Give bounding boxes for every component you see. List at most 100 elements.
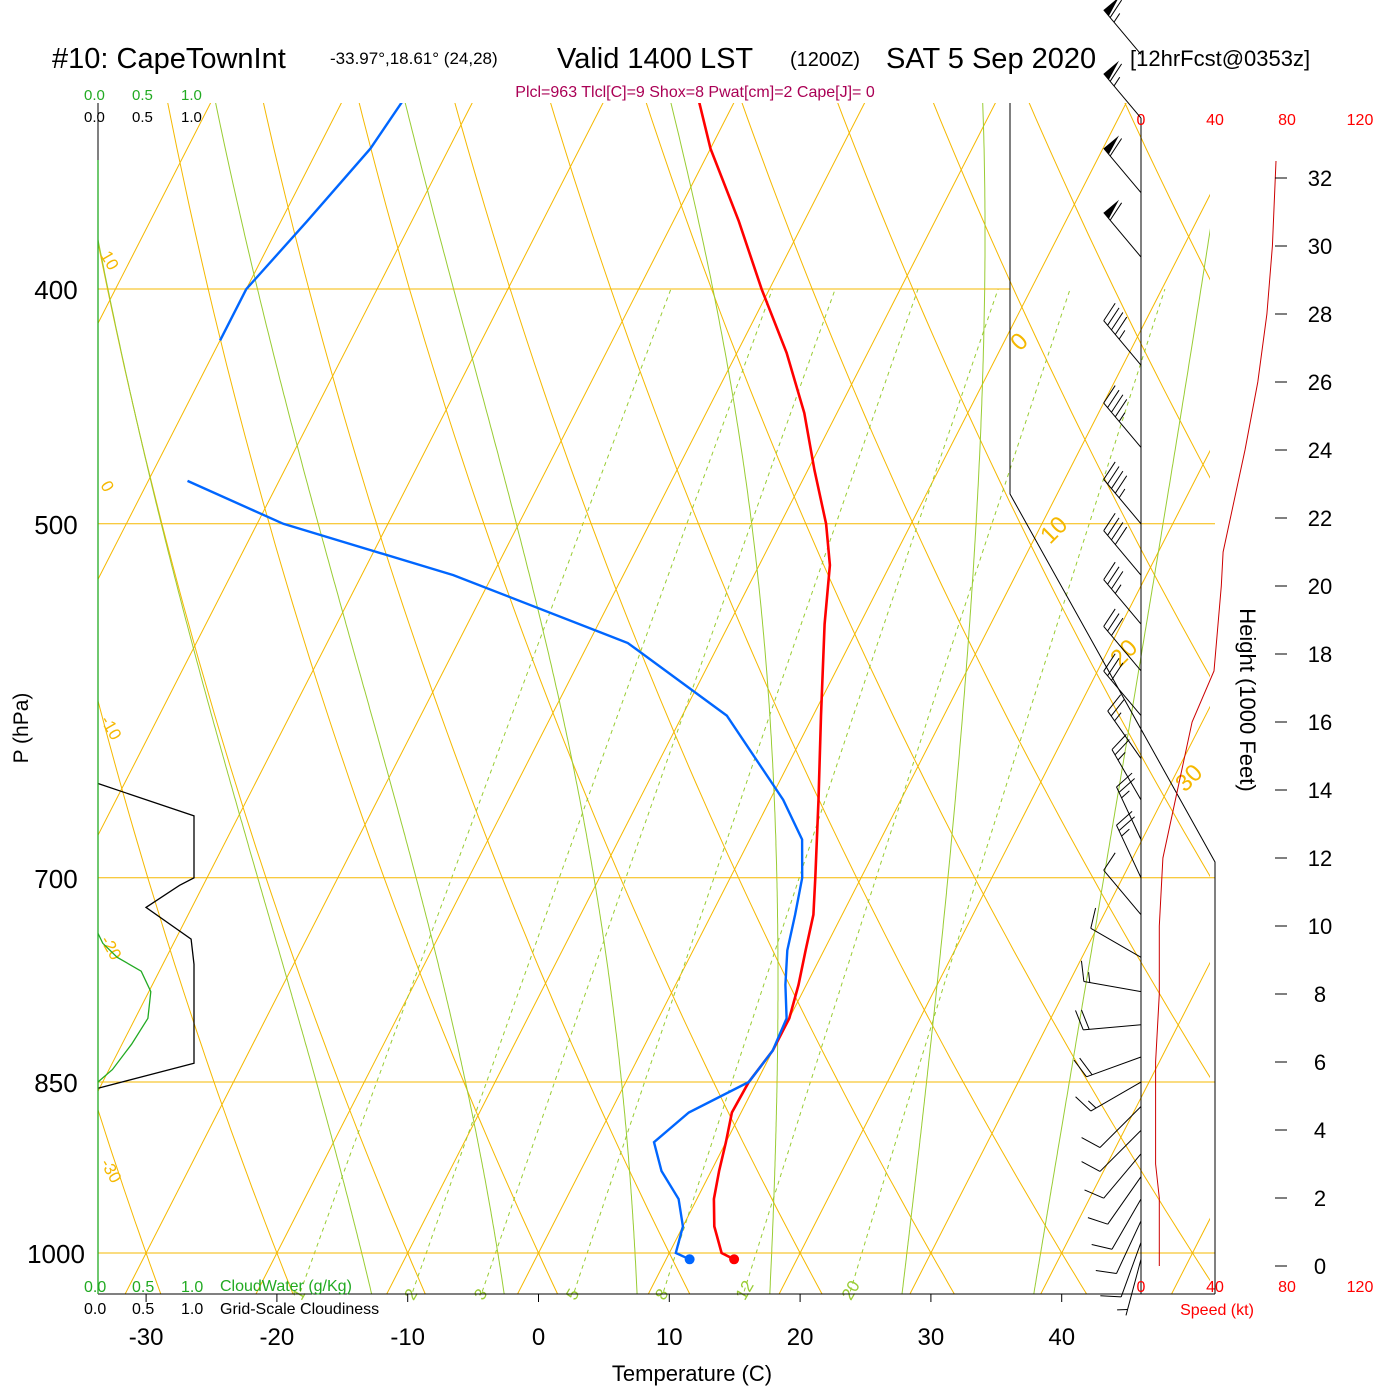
wind-barb-half: [1118, 330, 1126, 340]
speed-tick-label-bottom: 40: [1206, 1279, 1224, 1296]
height-tick-label: 30: [1308, 234, 1332, 259]
wind-barb-staff: [1090, 927, 1142, 958]
wind-barb-staff: [1103, 402, 1142, 448]
isotherm-line: [516, 103, 1127, 1294]
wind-speed-line: [1155, 160, 1277, 1266]
wind-barb: [1103, 461, 1142, 525]
temperature-tick-label: -10: [390, 1324, 425, 1351]
cloudwater-bottom-tick-0: 0.0: [84, 1279, 106, 1296]
wind-barb-half: [1118, 488, 1126, 499]
speed-tick-label-top: 120: [1347, 112, 1374, 129]
wind-barb-staff: [1083, 1024, 1142, 1031]
speed-axis-title: Speed (kt): [1180, 1302, 1254, 1319]
mixing-ratio-line: [848, 288, 1166, 1294]
wind-barb: [1103, 60, 1142, 119]
wind-barb-full: [1100, 1295, 1122, 1298]
height-tick-label: 8: [1314, 982, 1326, 1007]
isotherm-line: [0, 0, 259, 1314]
mixing-ratio-line: [411, 288, 773, 1294]
wind-barb-full: [1116, 772, 1133, 788]
wind-barb-staff: [1086, 1056, 1142, 1078]
cloudwater-top-tick-0: 0.0: [84, 87, 105, 104]
sounding-indices: Plcl=963 Tlcl[C]=9 Shox=8 Pwat[cm]=2 Cap…: [515, 84, 875, 101]
surface-dewpoint-dot: [684, 1254, 695, 1265]
height-tick-label: 22: [1308, 506, 1332, 531]
isotherm-right-label: 10: [1035, 511, 1073, 549]
speed-tick-label-bottom: 0: [1137, 1279, 1146, 1296]
cloudiness-bottom-tick-1: 0.5: [132, 1301, 154, 1318]
dry-adiabat-line: [98, 698, 294, 1294]
wind-barb: [1100, 1242, 1142, 1298]
isotherm-line: [0, 0, 129, 1314]
cloud-axis-top: 0.0 0.5 1.0 0.0 0.5 1.0: [84, 87, 202, 126]
wind-barb-staff: [1116, 825, 1142, 878]
wind-barb-full: [1107, 613, 1120, 632]
isotherm-left-label: -10: [97, 713, 126, 744]
forecast-date: SAT 5 Sep 2020: [886, 43, 1096, 75]
wind-panel: 0040408080120120024681012141618202224262…: [1073, 0, 1374, 1316]
mixing-ratio-line: [662, 288, 999, 1294]
wind-barb: [1111, 734, 1142, 801]
dry-adiabat-line: [550, 103, 1088, 1294]
wind-barb-full: [1116, 810, 1133, 826]
height-tick-label: 18: [1308, 642, 1332, 667]
wind-barb-full: [1095, 1270, 1117, 1275]
pressure-tick-label: 1000: [27, 1239, 85, 1269]
wind-barb: [1116, 772, 1142, 840]
wind-barb: [1095, 1220, 1142, 1275]
wind-barb-staff: [1103, 579, 1142, 625]
wind-barb-full: [1110, 699, 1125, 717]
wind-barb-full: [1114, 399, 1128, 418]
wind-barb-full: [1073, 1059, 1087, 1078]
wind-barb-full: [1107, 566, 1120, 585]
wind-barb-full: [1079, 1057, 1093, 1076]
isotherm-left-label: -30: [97, 1156, 126, 1187]
cloudiness-legend-label: Grid-Scale Cloudiness: [220, 1301, 379, 1318]
wind-barb-staff: [1103, 147, 1142, 194]
wind-barb-staff: [1103, 212, 1142, 258]
wind-barb-staff: [1099, 1106, 1142, 1148]
wind-barb: [1103, 135, 1142, 194]
moist-adiabat-line: [215, 103, 505, 1294]
height-tick-label: 10: [1308, 914, 1332, 939]
wind-barb-half: [1118, 412, 1126, 422]
isotherm-left-label: 0: [97, 478, 118, 496]
wind-barb-full: [1103, 852, 1116, 871]
dry-adiabat-line: [1153, 0, 1400, 1314]
isotherm-right-label: 0: [1005, 328, 1034, 357]
isotherm-line: [98, 103, 473, 837]
pressure-tick-label: 700: [34, 864, 77, 894]
wind-barb-staff: [1107, 710, 1142, 759]
pressure-tick-label: 400: [34, 275, 77, 305]
wind-barb: [1075, 1009, 1142, 1031]
wind-barb-full: [1114, 739, 1130, 756]
wind-barb-full: [1114, 526, 1128, 545]
cloud-axis-bottom: 0.0 0.5 1.0 CloudWater (g/Kg) 0.0 0.5 1.…: [84, 1278, 379, 1318]
moist-adiabat-line: [1033, 228, 1210, 1294]
height-tick-label: 6: [1314, 1050, 1326, 1075]
pressure-tick-label: 850: [34, 1068, 77, 1098]
wind-barb-staff: [1083, 981, 1142, 993]
cloudiness-line: [97, 782, 195, 1089]
wind-barb-full: [1081, 1137, 1101, 1148]
wind-barb: [1117, 1259, 1142, 1316]
wind-barb: [1103, 199, 1142, 258]
cloudwater-top-tick-1: 0.5: [132, 87, 153, 104]
temperature-tick-label: -30: [129, 1324, 164, 1351]
wind-barb-full: [1109, 202, 1123, 221]
cloudwater-legend-label: CloudWater (g/Kg): [220, 1278, 352, 1295]
wind-barb-full: [1103, 653, 1116, 672]
wind-barb-full: [1111, 312, 1124, 331]
dry-adiabat-line: [741, 103, 1210, 1079]
wind-barb: [1084, 1153, 1142, 1199]
isotherm-line: [909, 705, 1210, 1294]
cloudiness-top-tick-1: 0.5: [132, 109, 153, 126]
wind-barb-staff: [1103, 530, 1142, 576]
thermo-background-lines: [0, 0, 1400, 1314]
isotherm-line: [124, 103, 735, 1294]
wind-barb-staff: [1116, 786, 1142, 840]
wind-barb-half: [1113, 13, 1121, 23]
wind-barb: [1090, 907, 1142, 958]
isotherm-line: [98, 103, 212, 325]
dry-adiabat-line: [358, 103, 823, 1294]
